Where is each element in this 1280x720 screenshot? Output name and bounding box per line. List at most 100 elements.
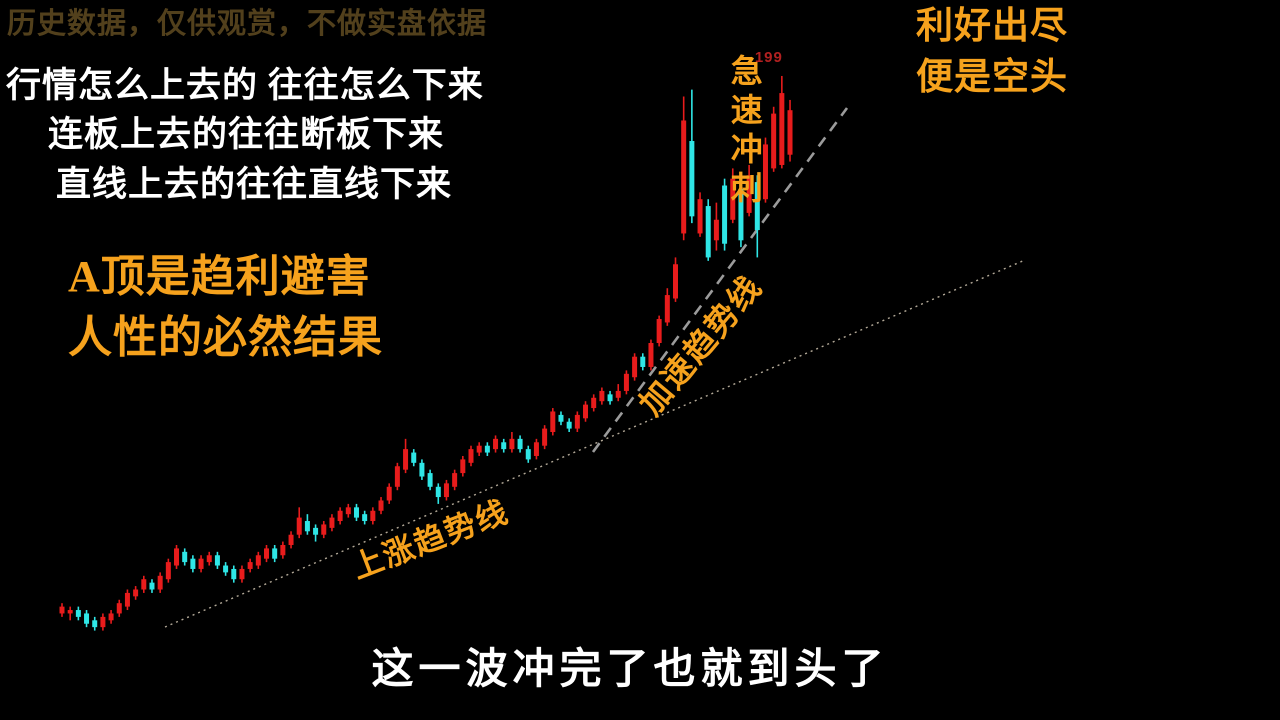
candle-body — [762, 144, 768, 200]
candle-body — [59, 606, 65, 614]
candle-body — [517, 438, 523, 450]
candle-body — [165, 562, 171, 580]
candle-body — [468, 449, 474, 463]
candle-body — [157, 575, 163, 590]
footer-caption: 这一波冲完了也就到头了 — [371, 647, 889, 693]
candle-body — [533, 442, 539, 456]
candle-body — [484, 445, 490, 453]
candle-body — [403, 449, 409, 470]
candle-body — [452, 473, 458, 487]
disclaimer-text: 历史数据，仅供观赏，不做实盘依据 — [7, 8, 488, 40]
candle-body — [264, 548, 269, 559]
candle-body — [738, 188, 744, 241]
candle-body — [730, 178, 736, 220]
headline-block: 行情怎么上去的 往往怎么下来 连板上去的往往断板下来 直线上去的往往直线下来 — [6, 66, 484, 214]
candle-body — [92, 620, 98, 628]
candle-body — [280, 544, 286, 556]
candle-body — [525, 449, 531, 460]
candle-body — [108, 613, 114, 621]
candle-body — [476, 445, 482, 453]
thesis-block: A顶是趋利避害 人性的必然结果 — [68, 252, 383, 373]
candle-body — [583, 404, 589, 419]
peak-price-label: 199 — [754, 48, 783, 66]
candle-body — [648, 343, 654, 367]
candle-body — [615, 390, 621, 398]
candle-body — [509, 438, 515, 450]
candle-body — [632, 356, 638, 378]
candle-body — [623, 373, 629, 391]
candle-body — [100, 616, 106, 628]
candle-body — [607, 394, 613, 402]
candle-body — [255, 555, 261, 566]
candle-body — [591, 397, 597, 409]
candle-body — [247, 562, 253, 569]
candle-body — [771, 113, 777, 169]
candle-body — [345, 507, 351, 515]
candle-body — [190, 558, 196, 569]
candle-body — [313, 527, 319, 535]
candle-body — [378, 500, 384, 511]
candle-body — [386, 486, 392, 501]
candle-body — [779, 93, 785, 165]
candle-body — [337, 510, 343, 522]
candle-body — [288, 534, 294, 545]
candle-body — [787, 110, 793, 155]
candle-body — [84, 613, 90, 624]
candle-body — [443, 483, 449, 498]
candle-body — [231, 568, 237, 580]
candle-body — [435, 486, 441, 498]
candle-body — [574, 414, 580, 429]
candle-body — [689, 141, 695, 217]
candle-body — [133, 589, 139, 597]
candle-body — [640, 356, 646, 367]
candle-body — [394, 466, 400, 487]
candle-body — [713, 219, 719, 241]
candle-body — [272, 548, 278, 559]
candle-body — [705, 206, 711, 258]
candle-body — [558, 414, 564, 422]
sprint-label: 急速冲刺 — [726, 54, 763, 210]
candle-body — [182, 551, 188, 563]
thesis-line-2: 人性的必然结果 — [68, 312, 383, 362]
candle-body — [656, 319, 662, 343]
candle-body — [427, 473, 433, 487]
candle-body — [329, 517, 335, 528]
headline-line-1: 行情怎么上去的 往往怎么下来 — [6, 66, 484, 105]
candle-body — [223, 565, 229, 573]
candle-body — [239, 568, 245, 580]
candle-body — [501, 442, 507, 450]
candle-body — [67, 610, 73, 614]
candle-body — [460, 459, 466, 474]
candle-body — [149, 582, 155, 590]
candle-body — [673, 264, 678, 299]
candle-body — [411, 452, 417, 463]
candle-body — [599, 390, 605, 402]
candle-body — [141, 579, 147, 590]
candle-body — [681, 120, 687, 234]
thesis-line-1: A顶是趋利避害 — [68, 252, 371, 301]
candle-body — [697, 199, 703, 234]
top-right-line-1: 利好出尽 — [916, 6, 1068, 47]
candle-body — [493, 438, 499, 450]
candle-body — [542, 428, 548, 446]
top-right-block: 利好出尽 便是空头 — [916, 6, 1068, 107]
candle-body — [75, 610, 81, 617]
candle-body — [550, 411, 556, 433]
candle-body — [304, 521, 310, 532]
headline-line-3: 直线上去的往往直线下来 — [56, 164, 453, 204]
candle-body — [198, 558, 204, 569]
candle-body — [746, 175, 752, 213]
top-right-line-2: 便是空头 — [916, 56, 1068, 98]
candle-body — [664, 295, 670, 323]
candle-body — [370, 510, 376, 522]
candle-body — [566, 421, 572, 429]
candle-body — [419, 462, 425, 477]
candle-body — [296, 517, 302, 535]
candle-body — [754, 182, 760, 231]
candle-body — [321, 524, 327, 535]
candle-body — [722, 185, 728, 244]
candle-body — [353, 507, 359, 518]
candle-body — [116, 603, 122, 614]
